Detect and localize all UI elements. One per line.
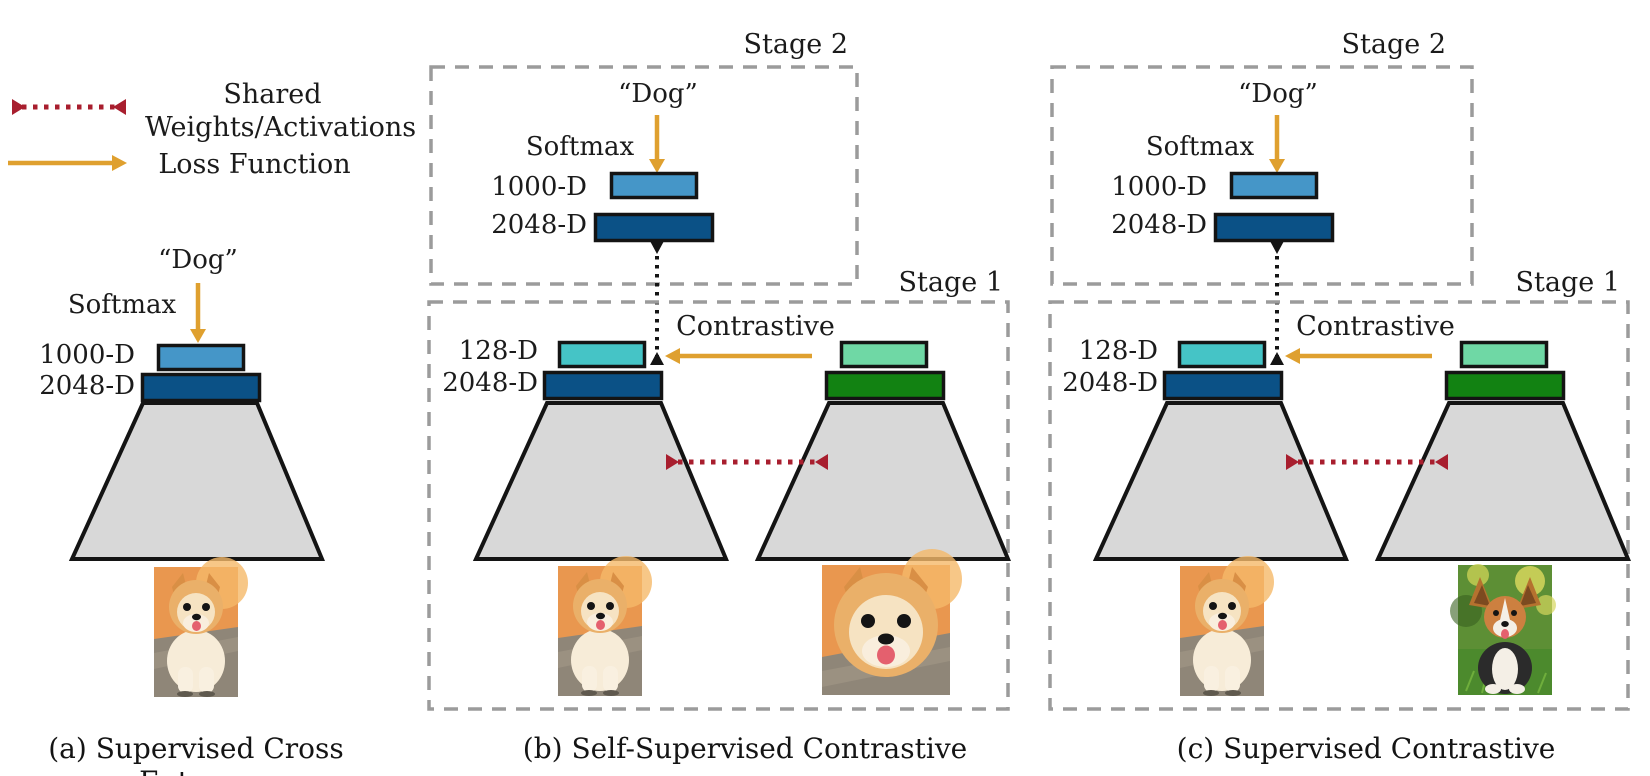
pomeranian-image	[154, 557, 248, 697]
panel-c-caption: (c) Supervised Contrastive	[1176, 732, 1556, 765]
panel-c-stage2-label: Stage 2	[1341, 29, 1446, 60]
panel-c-class-label: “Dog”	[1238, 79, 1318, 109]
panel-c-shared-weights-connector-icon	[1286, 454, 1448, 470]
panel-a-1000d-label: 1000-D	[39, 340, 135, 370]
panel-b-128d-label: 128-D	[458, 336, 538, 366]
panel-b-stage2-box	[429, 65, 859, 286]
panel-b-encoder-trapezoid-left	[472, 401, 729, 561]
panel-b-2048d-label: 2048-D	[491, 210, 587, 240]
panel-c-encoder-trapezoid-left	[1092, 401, 1349, 561]
panel-c-encoder-trapezoid-right	[1374, 401, 1631, 561]
panel-c-projection-bar-right	[1459, 340, 1549, 369]
panel-b-loss-arrow-icon	[649, 115, 665, 173]
pomeranian-image	[1180, 556, 1274, 696]
panel-b-softmax-label: Softmax	[525, 132, 635, 162]
panel-c-128d-label: 128-D	[1078, 336, 1158, 366]
panel-b-backbone-bar	[542, 370, 664, 401]
panel-b-class-label: “Dog”	[618, 79, 698, 109]
panel-a-logits-bar	[156, 343, 246, 372]
panel-b-representation-bar	[593, 212, 715, 243]
panel-c-logits-bar	[1229, 171, 1319, 200]
panel-c-loss-arrow-icon	[1269, 115, 1285, 173]
panel-b-logits-bar	[609, 171, 699, 200]
panel-b-contrastive-label: Contrastive	[676, 311, 835, 342]
panel-b-shared-weights-connector-icon	[666, 454, 828, 470]
panel-c-contrastive-arrow-icon	[1285, 348, 1432, 364]
panel-a-softmax-label: Softmax	[67, 290, 177, 320]
panel-c-projection-bar	[1177, 340, 1267, 369]
panel-a-2048d-label: 2048-D	[39, 371, 135, 401]
panel-a-caption: (a) Supervised Cross Entropy	[48, 732, 344, 776]
panel-b-caption: (b) Self-Supervised Contrastive	[522, 732, 968, 765]
panel-b-2048d-s1-label: 2048-D	[442, 368, 538, 398]
pomeranian-image	[558, 556, 652, 696]
panel-b-encoder-trapezoid-right	[754, 401, 1011, 561]
panel-b-1000d-label: 1000-D	[491, 172, 587, 202]
panel-b-stage2-label: Stage 2	[743, 29, 848, 60]
panel-b-projection-bar-right	[839, 340, 929, 369]
panel-c-contrastive-label: Contrastive	[1296, 311, 1455, 342]
panel-c-stage1-label: Stage 1	[1515, 267, 1620, 298]
panel-b-contrastive-arrow-icon	[665, 348, 812, 364]
panel-b-backbone-bar-right	[824, 370, 946, 401]
shared-weights-connector-icon	[12, 99, 126, 115]
panel-c-2048d-label: 2048-D	[1111, 210, 1207, 240]
legend-shared-line1: Shared	[223, 79, 322, 110]
panel-a-encoder-trapezoid	[68, 401, 325, 561]
panel-b-stage1-box	[427, 300, 1010, 711]
legend-shared-label: Shared Weights/Activations	[145, 78, 417, 144]
panel-a-class-label: “Dog”	[158, 245, 238, 275]
panel-c-2048d-s1-label: 2048-D	[1062, 368, 1158, 398]
panel-c-backbone-bar-right	[1444, 370, 1566, 401]
corgi-image	[1450, 564, 1556, 695]
panel-b-projection-bar	[557, 340, 647, 369]
panel-c-representation-bar	[1213, 212, 1335, 243]
panel-c-softmax-label: Softmax	[1145, 132, 1255, 162]
loss-arrow-icon	[8, 155, 127, 171]
legend-loss-label: Loss Function	[158, 149, 351, 180]
panel-c-backbone-bar	[1162, 370, 1284, 401]
panel-c-1000d-label: 1000-D	[1111, 172, 1207, 202]
legend-shared-line2: Weights/Activations	[145, 112, 417, 143]
panel-b-stage1-label: Stage 1	[898, 267, 1003, 298]
pomeranian-closeup-image	[822, 549, 962, 695]
panel-c-stage1-box	[1048, 300, 1630, 711]
panel-a-representation-bar	[140, 372, 262, 403]
panel-c-stage2-box	[1050, 65, 1474, 286]
panel-a-loss-arrow-icon	[190, 283, 206, 343]
